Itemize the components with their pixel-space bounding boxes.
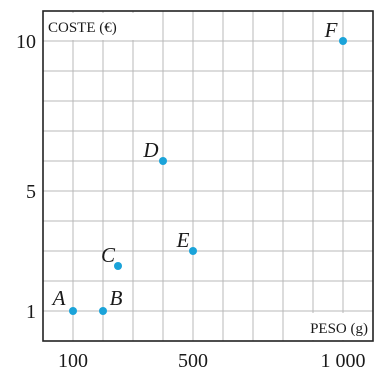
y-tick-label: 10: [16, 31, 36, 53]
x-tick-label: 100: [58, 350, 88, 372]
data-point-f: [339, 37, 347, 45]
x-tick-label: 1 000: [321, 350, 366, 372]
ylabel-background: [45, 13, 157, 40]
point-label-f: F: [324, 18, 338, 42]
x-tick-label: 500: [178, 350, 208, 372]
data-point-d: [159, 157, 167, 165]
data-point-b: [99, 307, 107, 315]
point-label-b: B: [110, 286, 123, 310]
x-axis-label: PESO (g): [310, 321, 368, 337]
y-tick-label: 5: [26, 181, 36, 203]
point-label-c: C: [101, 243, 116, 267]
point-label-d: D: [142, 138, 158, 162]
data-point-e: [189, 247, 197, 255]
data-points: A BC D E F: [51, 18, 347, 315]
plot-frame: [42, 10, 374, 342]
data-point-c: [114, 262, 122, 270]
xlabel-background: [289, 313, 371, 340]
data-point-a: [69, 307, 77, 315]
y-tick-label: 1: [26, 301, 36, 323]
y-axis-label: COSTE (€): [48, 20, 117, 36]
point-label-e: E: [176, 228, 190, 252]
grid: [43, 11, 373, 341]
point-label-a: A: [51, 286, 66, 310]
tick-labels: 100 500 1 000 1 5 10: [16, 31, 366, 372]
